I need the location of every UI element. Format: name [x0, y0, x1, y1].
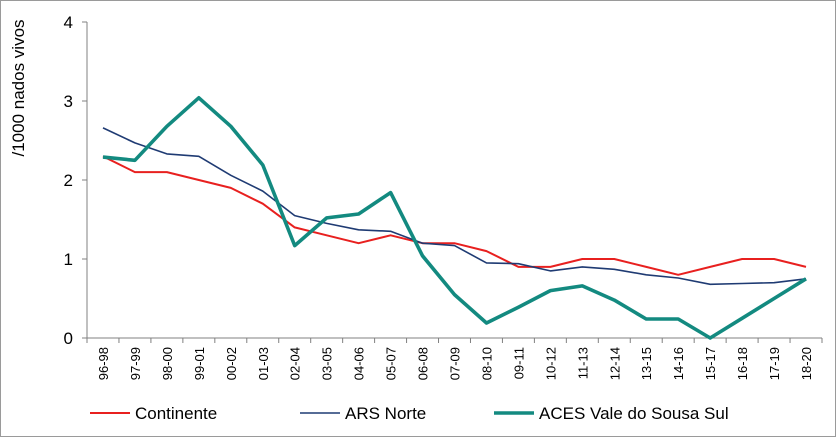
x-tick-label: 06-08 [416, 347, 431, 380]
x-tick-label: 14-16 [671, 347, 686, 380]
x-tick-label: 15-17 [703, 347, 718, 380]
legend-label-3: ACES Vale do Sousa Sul [539, 404, 729, 423]
x-tick-label: 96-98 [96, 347, 111, 380]
axes: 0 1 2 3 4 96-98 97-99 98-00 99-01 00-02 01-03 02-04… [9, 13, 823, 380]
y-axis-title: /1000 nados vivos [9, 19, 28, 156]
x-tick-label: 98-00 [160, 347, 175, 380]
legend-label-2: ARS Norte [345, 404, 426, 423]
y-tick-label: 4 [64, 13, 73, 32]
series-line-3 [102, 96, 807, 340]
x-tick-label: 02-04 [288, 347, 303, 380]
x-tick-label: 10-12 [543, 347, 558, 380]
series-lines [102, 96, 807, 340]
x-tick-label: 18-20 [799, 347, 814, 380]
x-tick-label: 00-02 [224, 347, 239, 380]
x-tick-label: 16-18 [735, 347, 750, 380]
x-tick-label: 09-11 [511, 347, 526, 379]
x-tick-label: 07-09 [448, 347, 463, 380]
y-tick-label: 0 [64, 329, 73, 348]
x-tick-label: 13-15 [639, 347, 654, 380]
y-tick-label: 1 [64, 250, 73, 269]
y-tick-label: 2 [64, 171, 73, 190]
x-tick-label: 11-13 [575, 347, 590, 379]
x-tick-label: 99-01 [192, 347, 207, 380]
legend: Continente ARS Norte ACES Vale do Sousa Su… [90, 404, 729, 423]
series-line-1 [102, 155, 807, 276]
x-tick-label: 12-14 [607, 347, 622, 380]
legend-label-1: Continente [135, 404, 217, 423]
x-tick-label: 05-07 [384, 347, 399, 380]
x-tick-label: 01-03 [256, 347, 271, 380]
x-tick-label: 97-99 [128, 347, 143, 380]
series-line-2 [102, 127, 807, 286]
y-tick-label: 3 [64, 92, 73, 111]
x-tick-label: 17-19 [767, 347, 782, 380]
x-tick-label: 03-05 [320, 347, 335, 380]
x-tick-label: 08-10 [479, 347, 494, 380]
x-tick-label: 04-06 [352, 347, 367, 380]
